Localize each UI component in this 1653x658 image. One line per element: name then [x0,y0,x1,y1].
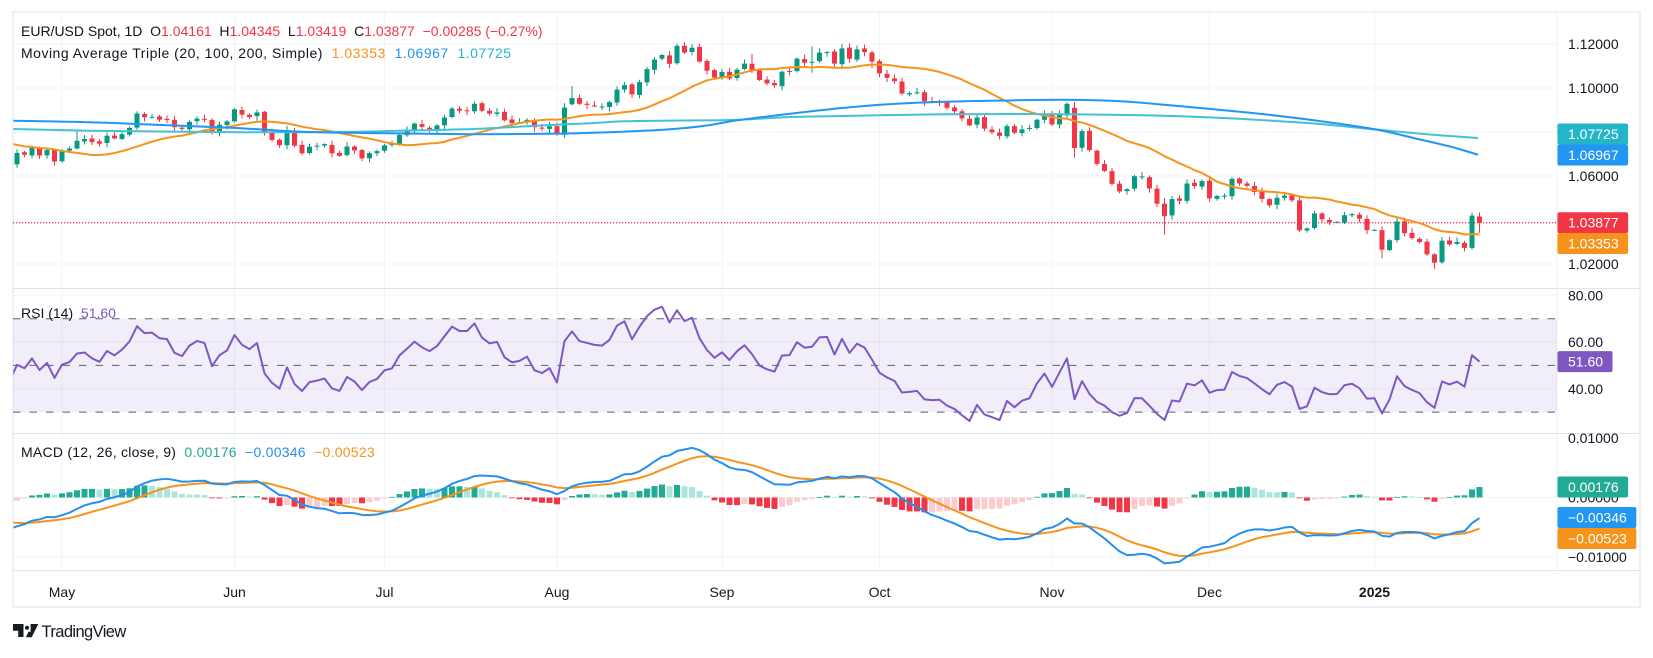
svg-text:1.10000: 1.10000 [1568,80,1619,96]
svg-text:1.07725: 1.07725 [1568,126,1619,142]
svg-text:Jun: Jun [223,584,246,600]
svg-text:Aug: Aug [545,584,570,600]
svg-text:51.60: 51.60 [1568,354,1603,370]
svg-text:Dec: Dec [1197,584,1222,600]
svg-text:1.06000: 1.06000 [1568,168,1619,184]
svg-text:EUR/USD Spot, 1D O1.04161 H1: EUR/USD Spot, 1D O1.04161 H1.04345 L1.03… [21,23,543,39]
svg-text:1.02000: 1.02000 [1568,256,1619,272]
svg-text:1.03353: 1.03353 [1568,236,1619,252]
svg-text:−0.00346: −0.00346 [1568,510,1627,526]
svg-text:Sep: Sep [710,584,735,600]
svg-text:Jul: Jul [376,584,394,600]
svg-text:MACD (12, 26, close, 9) 0.001: MACD (12, 26, close, 9) 0.00176 −0.00346… [21,444,375,460]
svg-text:May: May [49,584,75,600]
svg-text:TradingView: TradingView [42,623,127,641]
svg-text:60.00: 60.00 [1568,334,1603,350]
svg-text:40.00: 40.00 [1568,381,1603,397]
svg-text:0.00176: 0.00176 [1568,479,1619,495]
svg-text:−0.00523: −0.00523 [1568,531,1627,547]
svg-text:RSI (14) 51.60: RSI (14) 51.60 [21,305,116,321]
svg-text:0.01000: 0.01000 [1568,430,1619,446]
svg-text:1.12000: 1.12000 [1568,36,1619,52]
svg-text:1.06967: 1.06967 [1568,147,1619,163]
svg-text:−0.01000: −0.01000 [1568,549,1627,565]
svg-text:80.00: 80.00 [1568,287,1603,303]
svg-text:Nov: Nov [1040,584,1065,600]
svg-text:Moving Average Triple (20, 100: Moving Average Triple (20, 100, 200, Sim… [21,45,512,61]
svg-text:Oct: Oct [869,584,891,600]
svg-text:1.03877: 1.03877 [1568,215,1619,231]
svg-text:2025: 2025 [1359,584,1390,600]
